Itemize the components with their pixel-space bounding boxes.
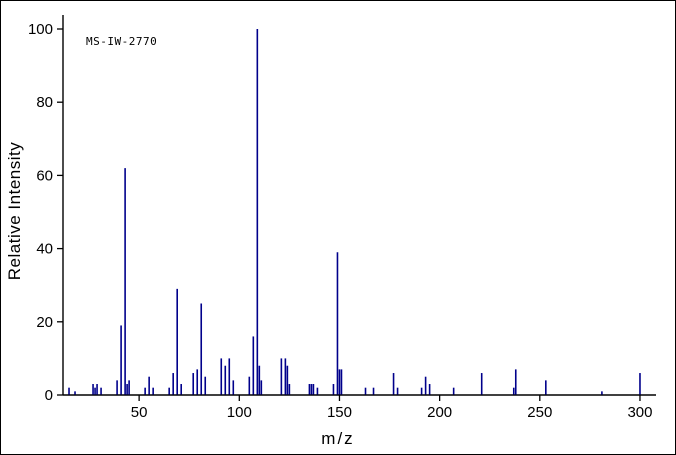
- peak-lines: [68, 29, 641, 395]
- y-tick-label: 100: [28, 21, 53, 38]
- y-tick-label: 0: [45, 387, 53, 404]
- x-tick-label: 200: [427, 404, 452, 421]
- y-axis-label: Relative Intensity: [5, 141, 24, 281]
- tick-marks: [57, 28, 641, 401]
- x-tick-label: 250: [527, 404, 552, 421]
- x-tick-label: 50: [131, 404, 148, 421]
- x-tick-label: 150: [327, 404, 352, 421]
- y-tick-label: 40: [36, 241, 53, 258]
- tick-labels: 50 100 150 200 250 300 0 20 40 60 80 100: [28, 21, 653, 421]
- y-tick-label: 20: [36, 314, 53, 331]
- y-tick-label: 60: [36, 167, 53, 184]
- y-tick-label: 80: [36, 94, 53, 111]
- x-tick-label: 100: [227, 404, 252, 421]
- axes: [62, 15, 656, 396]
- spectrum-id-annotation: MS-IW-2770: [86, 35, 158, 48]
- x-axis-label: m/z: [321, 429, 355, 448]
- x-tick-label: 300: [627, 404, 652, 421]
